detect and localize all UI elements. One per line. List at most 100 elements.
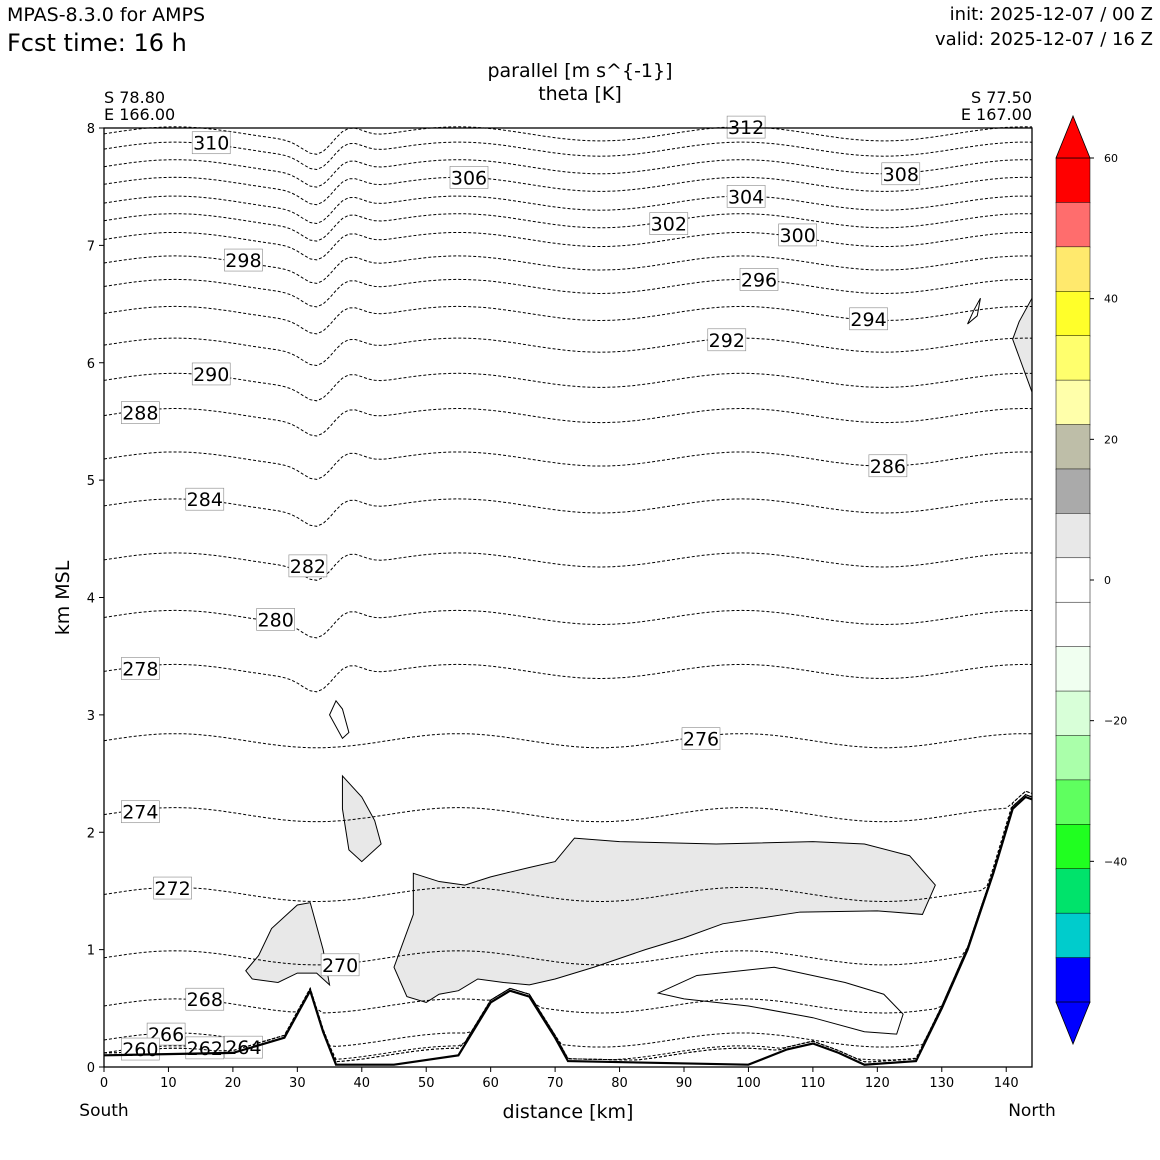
colorbar-tick-label: 40 (1104, 293, 1118, 306)
theta-label-300: 300 (778, 223, 817, 247)
wind-contour-a (656, 966, 904, 1035)
wind-contour-b (328, 699, 350, 740)
x-tick-label: 50 (418, 1076, 435, 1091)
theta-label-box (121, 657, 160, 680)
theta-label-box (726, 115, 766, 139)
colorbar-tick-label: 0 (1104, 574, 1111, 587)
theta-contour-284 (103, 498, 1033, 527)
plot-title-theta: theta [K] (538, 83, 622, 105)
colorbar-swatch (1055, 868, 1091, 914)
x-tick-label: 140 (994, 1076, 1019, 1091)
theta-label-text: 286 (870, 456, 906, 478)
theta-contour-300 (103, 232, 1032, 261)
colorbar-swatch (1055, 513, 1091, 559)
theta-label-text: 294 (850, 309, 886, 331)
valid-time: valid: 2025-12-07 / 16 Z (935, 29, 1153, 50)
colorbar-extend-top (1055, 114, 1091, 159)
shade-region-column (341, 774, 382, 863)
wind-shading-layer (245, 297, 1033, 1035)
theta-label-box (681, 727, 721, 750)
theta-contour-296 (103, 278, 1033, 308)
theta-label-text: 302 (651, 214, 687, 236)
theta-label-box (191, 131, 231, 155)
theta-label-270: 270 (320, 953, 360, 977)
theta-label-268: 268 (185, 987, 225, 1011)
colorbar-swatch (1055, 735, 1091, 781)
theta-contour-282 (103, 552, 1033, 581)
theta-label-box (849, 307, 888, 331)
model-title: MPAS-8.3.0 for AMPS (7, 4, 206, 26)
theta-label-308: 308 (881, 162, 921, 186)
colorbar-swatch (1055, 824, 1091, 870)
left-lat-label: S 78.80 (104, 88, 166, 107)
y-tick-label: 4 (87, 592, 95, 607)
theta-label-box (649, 212, 689, 235)
x-tick-label: 90 (676, 1076, 693, 1091)
x-tick-label: 10 (160, 1076, 177, 1091)
south-label: South (79, 1101, 128, 1121)
theta-contour-308 (103, 159, 1033, 188)
theta-label-text: 296 (741, 269, 777, 291)
theta-contour-260 (103, 794, 1033, 1063)
colorbar-swatch (1055, 424, 1091, 470)
theta-label-text: 278 (122, 659, 158, 681)
theta-contour-280 (103, 609, 1033, 639)
axes-layer: 0 10 20 30 40 50 60 70 80 90 100 110 120 130 140 0 1 2 3 4 5… (87, 122, 1019, 1091)
theta-label-text: 284 (187, 489, 223, 511)
theta-label-box (739, 268, 779, 291)
theta-contour-304 (103, 195, 1033, 225)
theta-label-text: 288 (122, 403, 158, 425)
colorbar-tick-label: −40 (1104, 855, 1127, 868)
theta-label-276: 276 (681, 727, 721, 751)
theta-label-text: 292 (709, 330, 745, 352)
colorbar-tick-label: −20 (1104, 715, 1127, 728)
theta-label-272: 272 (153, 876, 192, 900)
theta-label-312: 312 (726, 115, 766, 139)
theta-contour-268 (103, 794, 1033, 1014)
theta-label-278: 278 (121, 657, 160, 681)
theta-label-294: 294 (849, 307, 888, 331)
x-tick-label: 0 (100, 1076, 108, 1091)
wind-contour-c (967, 297, 981, 325)
x-tick-label: 20 (225, 1076, 242, 1091)
theta-label-text: 282 (290, 556, 326, 578)
colorbar-swatch (1055, 912, 1091, 959)
theta-label-box (185, 487, 225, 511)
y-tick-label: 6 (87, 357, 95, 372)
colorbar-swatch (1055, 202, 1091, 248)
y-tick-label: 7 (87, 239, 95, 254)
theta-label-box (778, 223, 817, 247)
theta-label-text: 306 (451, 167, 487, 189)
theta-label-296: 296 (739, 268, 779, 291)
colorbar-swatch (1055, 291, 1091, 337)
terrain-line (103, 795, 1033, 1066)
theta-label-282: 282 (288, 554, 328, 578)
theta-label-text: 260 (122, 1039, 158, 1061)
x-tick-label: 100 (736, 1076, 761, 1091)
colorbar-extend-bottom (1055, 1001, 1091, 1046)
theta-label-box (868, 454, 908, 478)
theta-contour-276 (103, 733, 1032, 749)
x-tick-label: 40 (354, 1076, 371, 1091)
theta-label-304: 304 (726, 185, 766, 208)
theta-label-302: 302 (649, 212, 689, 236)
colorbar-swatch (1055, 157, 1091, 204)
theta-label-text: 272 (154, 878, 190, 900)
forecast-time: Fcst time: 16 h (7, 29, 187, 57)
north-label: North (1008, 1101, 1056, 1121)
theta-contour-layer: 312 310 308 306 304 302 300 298 296 294 292 290 288 2… (103, 115, 1033, 1063)
theta-label-260: 260 (121, 1037, 160, 1061)
colorbar: 60 40 20 0 −20 −40 (1055, 114, 1127, 1046)
x-tick-label: 130 (929, 1076, 954, 1091)
theta-contour-288 (103, 407, 1033, 437)
theta-label-286: 286 (868, 454, 908, 478)
theta-label-box (224, 248, 263, 272)
x-tick-label: 80 (611, 1076, 628, 1091)
left-lon-label: E 166.00 (104, 105, 176, 124)
colorbar-swatch (1055, 646, 1091, 692)
theta-label-box (121, 401, 160, 424)
theta-contour-292 (103, 337, 1033, 367)
theta-contour-294 (103, 305, 1033, 335)
theta-label-box (726, 185, 766, 208)
